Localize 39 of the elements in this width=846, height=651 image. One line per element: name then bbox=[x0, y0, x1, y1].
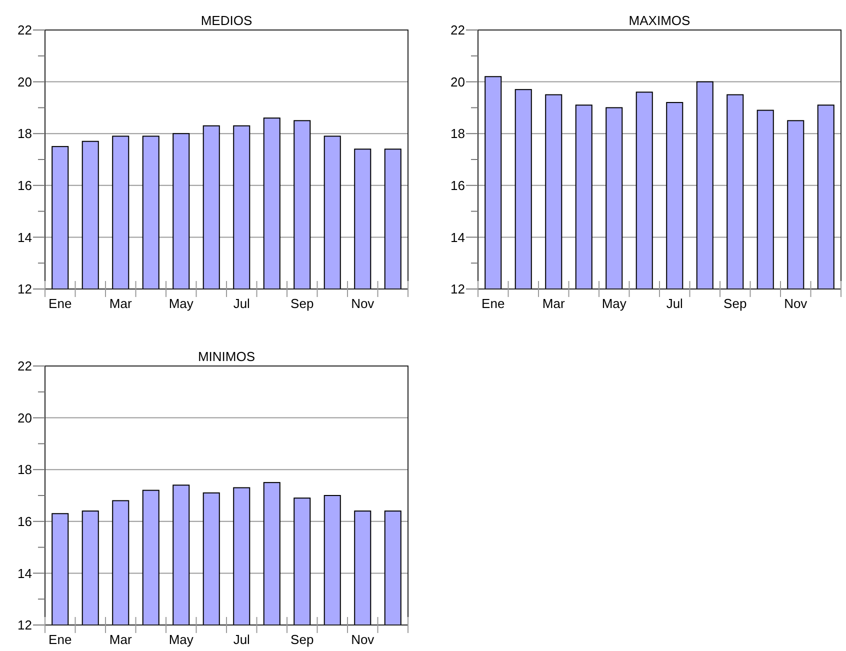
x-tick-label: Sep bbox=[290, 632, 314, 647]
y-tick-label: 12 bbox=[450, 282, 465, 297]
y-tick-label: 20 bbox=[18, 74, 32, 90]
x-tick-label: Sep bbox=[290, 296, 314, 311]
y-tick-label: 16 bbox=[18, 514, 32, 529]
x-tick-label: May bbox=[602, 296, 627, 311]
y-tick-label: 16 bbox=[450, 178, 465, 193]
x-tick-label: Ene bbox=[48, 296, 72, 311]
y-tick-label: 22 bbox=[18, 22, 32, 38]
x-tick-label: Jul bbox=[233, 296, 250, 311]
y-tick-label: 22 bbox=[450, 22, 465, 38]
y-tick-label: 14 bbox=[450, 230, 465, 245]
y-tick-label: 16 bbox=[18, 178, 32, 193]
y-tick-label: 14 bbox=[18, 566, 32, 581]
x-tick-label: Mar bbox=[542, 296, 566, 311]
x-tick-label: Nov bbox=[351, 296, 375, 311]
x-tick-label: Jul bbox=[666, 296, 684, 311]
y-tick-label: 18 bbox=[18, 126, 32, 142]
x-tick-label: Nov bbox=[784, 296, 808, 311]
y-tick-label: 20 bbox=[18, 410, 32, 426]
chart-title: MEDIOS bbox=[200, 13, 252, 28]
x-tick-label: Nov bbox=[351, 632, 375, 647]
x-tick-label: Mar bbox=[109, 632, 132, 647]
y-tick-label: 22 bbox=[18, 358, 32, 374]
x-tick-label: Ene bbox=[48, 632, 72, 647]
x-tick-label: Mar bbox=[109, 296, 132, 311]
y-tick-label: 14 bbox=[18, 230, 32, 245]
x-tick-label: Ene bbox=[482, 296, 505, 311]
y-tick-label: 12 bbox=[18, 282, 32, 297]
x-tick-label: May bbox=[168, 296, 194, 311]
y-tick-label: 12 bbox=[18, 618, 32, 633]
x-tick-label: Sep bbox=[724, 296, 747, 311]
y-tick-label: 20 bbox=[450, 74, 465, 90]
chart-title: MAXIMOS bbox=[628, 13, 691, 28]
y-tick-label: 18 bbox=[450, 126, 465, 142]
x-tick-label: May bbox=[168, 632, 194, 647]
x-tick-label: Jul bbox=[233, 632, 250, 647]
chart-title: MINIMOS bbox=[198, 349, 256, 364]
y-tick-label: 18 bbox=[18, 462, 32, 478]
